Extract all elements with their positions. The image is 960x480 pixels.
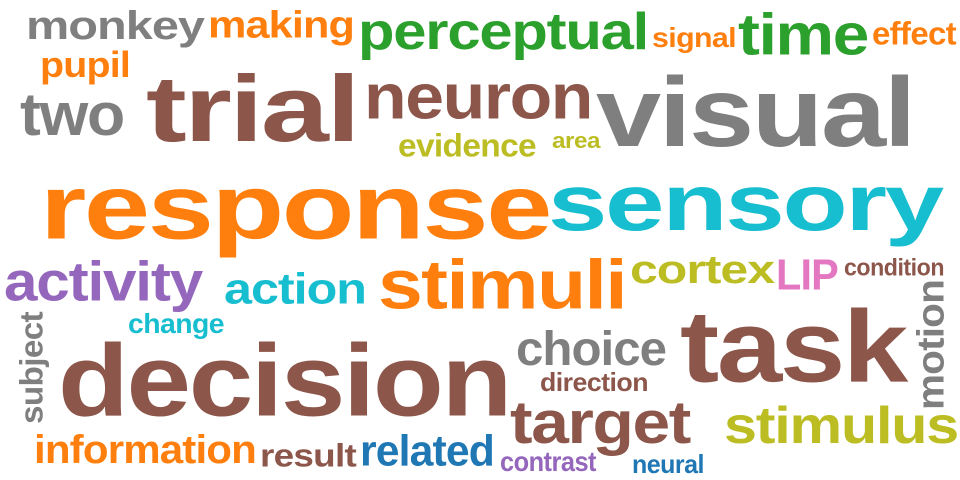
word-task: task: [680, 289, 908, 404]
word-stimuli: stimuli: [378, 244, 628, 324]
word-making: making: [208, 2, 355, 46]
word-stimulus: stimulus: [724, 396, 959, 456]
word-information: information: [34, 427, 257, 473]
word-response: response: [40, 156, 552, 259]
word-cortex: cortex: [630, 247, 775, 293]
word-area: area: [552, 127, 600, 153]
word-direction: direction: [540, 367, 649, 398]
word-effect: effect: [872, 15, 957, 52]
word-trial: trial: [146, 56, 360, 162]
word-decision: decision: [58, 323, 512, 438]
word-subject: subject: [13, 312, 50, 424]
word-time: time: [738, 1, 869, 68]
word-target: target: [510, 389, 691, 457]
word-related: related: [360, 426, 495, 476]
word-neuron: neuron: [364, 61, 593, 133]
word-perceptual: perceptual: [358, 2, 649, 62]
word-lip: LIP: [776, 250, 839, 300]
word-two: two: [20, 81, 125, 149]
word-choice: choice: [516, 322, 667, 376]
word-visual: visual: [596, 57, 916, 168]
word-signal: signal: [652, 22, 737, 54]
word-neural: neural: [632, 449, 705, 480]
word-activity: activity: [4, 250, 203, 314]
word-pupil: pupil: [40, 45, 131, 86]
word-evidence: evidence: [398, 127, 537, 164]
word-motion: motion: [908, 280, 952, 410]
word-result: result: [260, 437, 357, 474]
word-contrast: contrast: [500, 446, 597, 478]
word-sensory: sensory: [548, 158, 944, 248]
word-condition: condition: [844, 254, 944, 282]
word-monkey: monkey: [26, 3, 205, 49]
word-action: action: [224, 264, 367, 314]
word-change: change: [128, 308, 225, 340]
